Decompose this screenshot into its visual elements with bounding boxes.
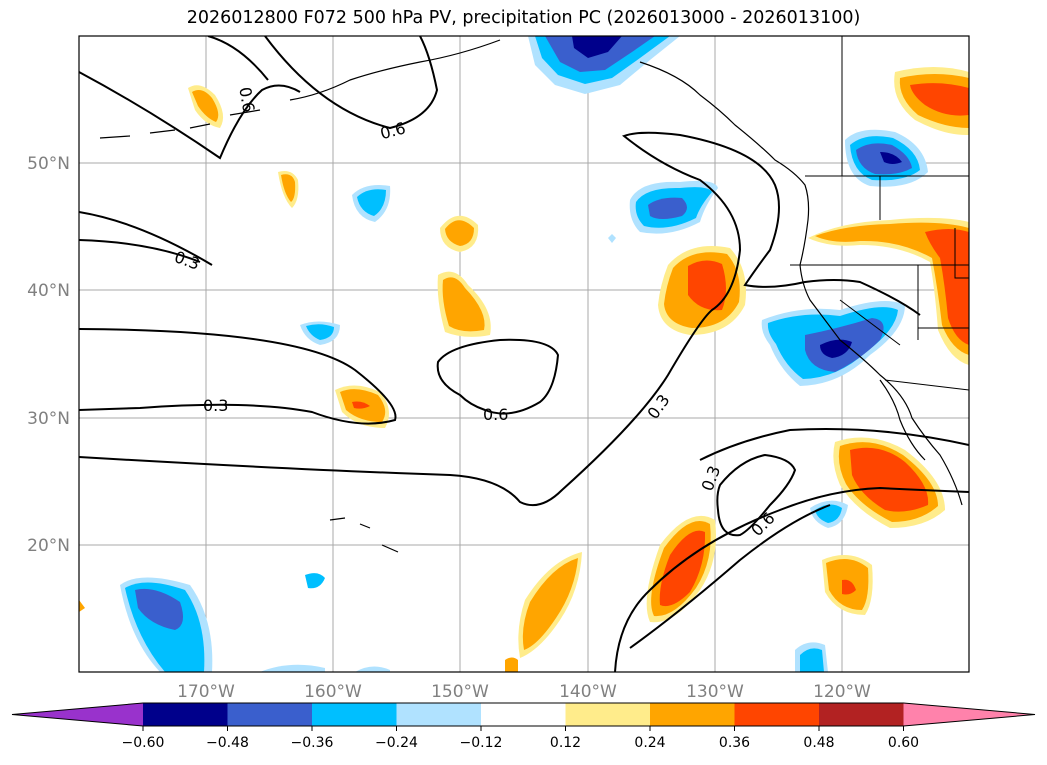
pos-anomaly-mexico [833,437,945,528]
neg-anomaly-dot [608,234,616,243]
pos-anomaly-tropical-west [505,552,582,672]
plot-frame [78,35,970,673]
lat-tick-label: 30°N [27,409,70,429]
colorbar-tick-label: −0.48 [206,735,249,751]
pos-anomaly-small [278,171,299,208]
colorbar-tick-label: 0.36 [719,735,750,751]
neg-anomaly-southwest [120,577,213,672]
contour-label-5: 0.6 [483,405,508,424]
lon-tick-label: 160°W [304,682,362,702]
neg-anomaly-tiny [305,573,325,589]
colorbar-extend-max [903,703,1035,726]
pos-anomaly-150w [440,215,479,252]
colorbar-segment [227,703,313,726]
lon-tick-labels: 170°W 160°W 150°W 140°W 130°W 120°W [177,682,871,702]
colorbar-extend-min [12,703,143,726]
pos-anomaly-31n [335,385,389,428]
colorbar-segment [650,703,735,726]
precip-shading [79,36,969,672]
colorbar-tick-label: 0.12 [550,735,581,751]
colorbar [11,702,1036,727]
coastlines [99,39,963,553]
colorbar-tick-label: −0.24 [375,735,418,751]
lon-tick-label: 120°W [813,682,871,702]
pos-anomaly-16n [822,555,873,615]
lat-tick-label: 40°N [27,281,70,301]
contour-label-4: 0.3 [203,396,228,415]
neg-anomaly-160w [300,321,340,345]
lon-tick-label: 130°W [686,682,744,702]
pos-anomaly-150w-south [437,271,491,337]
colorbar-tick-label: −0.60 [122,735,165,751]
colorbar-segment [819,703,904,726]
colorbar-tick-label: 0.24 [634,735,665,751]
neg-anomaly-bottom [795,642,828,672]
colorbar-tick-label: −0.12 [460,735,503,751]
colorbar-segment [734,703,820,726]
colorbar-segment [312,703,397,726]
colorbar-tick-labels: −0.60 −0.48 −0.36 −0.24 −0.12 0.12 0.24 0.36 0.4… [122,726,919,751]
colorbar-segment [565,703,651,726]
lon-tick-label: 150°W [431,682,489,702]
lon-tick-label: 140°W [559,682,617,702]
neg-anomaly-nw [845,129,928,187]
pos-anomaly-131w [658,246,746,335]
lon-tick-label: 170°W [177,682,235,702]
neg-anomaly-137w [629,180,718,234]
colorbar-segment [481,703,566,726]
lat-tick-label: 50°N [27,154,70,174]
neg-anomaly-small [352,185,391,222]
plot-title: 2026012800 F072 500 hPa PV, precipitatio… [186,8,861,28]
pv-contours [79,36,969,672]
colorbar-tick-label: −0.36 [291,735,334,751]
colorbar-tick-label: 0.60 [888,735,919,751]
pos-anomaly-interior [808,217,969,365]
neg-anomaly-gulf [528,36,680,94]
borders [790,36,969,391]
pos-anomaly-aleutian [188,85,224,128]
colorbar-segment [143,703,228,726]
pos-anomaly-tropical [646,515,716,623]
colorbar-tick-label: 0.48 [803,735,834,751]
colorbar-segment [396,703,482,726]
pos-anomaly-canada [894,67,969,136]
lat-tick-label: 20°N [27,536,70,556]
lat-tick-labels: 50°N 40°N 30°N 20°N [27,154,70,556]
contour-label-1: 0.6 [235,86,258,114]
